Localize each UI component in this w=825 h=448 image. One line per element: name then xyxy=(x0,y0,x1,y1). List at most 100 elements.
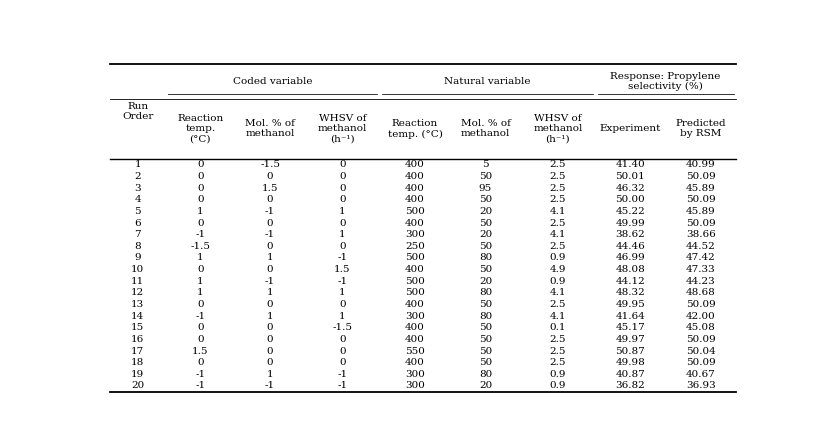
Text: 0: 0 xyxy=(197,323,204,332)
Text: 0: 0 xyxy=(197,172,204,181)
Text: -1: -1 xyxy=(265,382,276,391)
Text: 1: 1 xyxy=(266,370,273,379)
Text: 14: 14 xyxy=(131,312,144,321)
Text: 0.9: 0.9 xyxy=(549,382,566,391)
Text: 49.99: 49.99 xyxy=(615,219,645,228)
Text: 400: 400 xyxy=(405,219,425,228)
Text: 50: 50 xyxy=(478,347,492,356)
Text: 11: 11 xyxy=(131,277,144,286)
Text: 42.00: 42.00 xyxy=(686,312,716,321)
Text: 36.93: 36.93 xyxy=(686,382,716,391)
Text: 50.01: 50.01 xyxy=(615,172,645,181)
Text: 3: 3 xyxy=(134,184,141,193)
Text: 2.5: 2.5 xyxy=(549,172,566,181)
Text: 1: 1 xyxy=(266,254,273,263)
Text: 400: 400 xyxy=(405,300,425,309)
Text: 0: 0 xyxy=(339,335,346,344)
Text: 5: 5 xyxy=(482,160,488,169)
Text: 50: 50 xyxy=(478,265,492,274)
Text: 15: 15 xyxy=(131,323,144,332)
Text: 1: 1 xyxy=(197,277,204,286)
Text: 48.32: 48.32 xyxy=(615,289,645,297)
Text: 50: 50 xyxy=(478,300,492,309)
Text: 0.9: 0.9 xyxy=(549,370,566,379)
Text: Run
Order: Run Order xyxy=(122,102,153,121)
Text: 19: 19 xyxy=(131,370,144,379)
Text: 50.00: 50.00 xyxy=(615,195,645,204)
Text: 2.5: 2.5 xyxy=(549,219,566,228)
Text: 44.12: 44.12 xyxy=(615,277,645,286)
Text: -1: -1 xyxy=(265,230,276,239)
Text: 0.1: 0.1 xyxy=(549,323,566,332)
Text: 44.52: 44.52 xyxy=(686,242,716,251)
Text: 0: 0 xyxy=(339,242,346,251)
Text: 0: 0 xyxy=(339,172,346,181)
Text: WHSV of
methanol
(h⁻¹): WHSV of methanol (h⁻¹) xyxy=(533,114,582,144)
Text: 400: 400 xyxy=(405,195,425,204)
Text: 2.5: 2.5 xyxy=(549,195,566,204)
Text: 500: 500 xyxy=(405,289,425,297)
Text: 17: 17 xyxy=(131,347,144,356)
Text: 41.40: 41.40 xyxy=(615,160,645,169)
Text: 0: 0 xyxy=(266,358,273,367)
Text: 49.98: 49.98 xyxy=(615,358,645,367)
Text: 20: 20 xyxy=(478,230,492,239)
Text: 45.89: 45.89 xyxy=(686,184,716,193)
Text: 500: 500 xyxy=(405,277,425,286)
Text: -1: -1 xyxy=(196,312,205,321)
Text: 0: 0 xyxy=(197,219,204,228)
Text: 45.89: 45.89 xyxy=(686,207,716,216)
Text: 44.46: 44.46 xyxy=(615,242,645,251)
Text: 20: 20 xyxy=(478,382,492,391)
Text: 49.97: 49.97 xyxy=(615,335,645,344)
Text: 2.5: 2.5 xyxy=(549,242,566,251)
Text: 48.08: 48.08 xyxy=(615,265,645,274)
Text: 50.09: 50.09 xyxy=(686,172,716,181)
Text: 49.95: 49.95 xyxy=(615,300,645,309)
Text: Experiment: Experiment xyxy=(600,124,661,134)
Text: 80: 80 xyxy=(478,370,492,379)
Text: 12: 12 xyxy=(131,289,144,297)
Text: 50: 50 xyxy=(478,195,492,204)
Text: Response: Propylene
selectivity (%): Response: Propylene selectivity (%) xyxy=(610,72,721,91)
Text: 50: 50 xyxy=(478,242,492,251)
Text: 20: 20 xyxy=(478,207,492,216)
Text: 0: 0 xyxy=(197,300,204,309)
Text: 40.87: 40.87 xyxy=(615,370,645,379)
Text: 80: 80 xyxy=(478,289,492,297)
Text: 2.5: 2.5 xyxy=(549,358,566,367)
Text: 0: 0 xyxy=(266,347,273,356)
Text: 45.17: 45.17 xyxy=(615,323,645,332)
Text: Predicted
by RSM: Predicted by RSM xyxy=(676,119,726,138)
Text: 18: 18 xyxy=(131,358,144,367)
Text: 300: 300 xyxy=(405,230,425,239)
Text: 1: 1 xyxy=(266,289,273,297)
Text: 400: 400 xyxy=(405,358,425,367)
Text: 250: 250 xyxy=(405,242,425,251)
Text: 0.9: 0.9 xyxy=(549,277,566,286)
Text: Mol. % of
methanol: Mol. % of methanol xyxy=(245,119,295,138)
Text: 80: 80 xyxy=(478,254,492,263)
Text: 2.5: 2.5 xyxy=(549,160,566,169)
Text: 400: 400 xyxy=(405,184,425,193)
Text: 40.99: 40.99 xyxy=(686,160,716,169)
Text: 4.1: 4.1 xyxy=(549,289,566,297)
Text: 1: 1 xyxy=(339,312,346,321)
Text: 0: 0 xyxy=(266,300,273,309)
Text: -1: -1 xyxy=(337,382,347,391)
Text: 46.99: 46.99 xyxy=(615,254,645,263)
Text: 20: 20 xyxy=(131,382,144,391)
Text: 0: 0 xyxy=(266,323,273,332)
Text: 1: 1 xyxy=(339,207,346,216)
Text: 50.09: 50.09 xyxy=(686,358,716,367)
Text: 0: 0 xyxy=(266,195,273,204)
Text: Reaction
temp.
(°C): Reaction temp. (°C) xyxy=(177,114,224,144)
Text: 1: 1 xyxy=(266,312,273,321)
Text: 8: 8 xyxy=(134,242,141,251)
Text: 0: 0 xyxy=(339,160,346,169)
Text: 7: 7 xyxy=(134,230,141,239)
Text: 0: 0 xyxy=(197,335,204,344)
Text: 50: 50 xyxy=(478,335,492,344)
Text: 46.32: 46.32 xyxy=(615,184,645,193)
Text: 0: 0 xyxy=(266,172,273,181)
